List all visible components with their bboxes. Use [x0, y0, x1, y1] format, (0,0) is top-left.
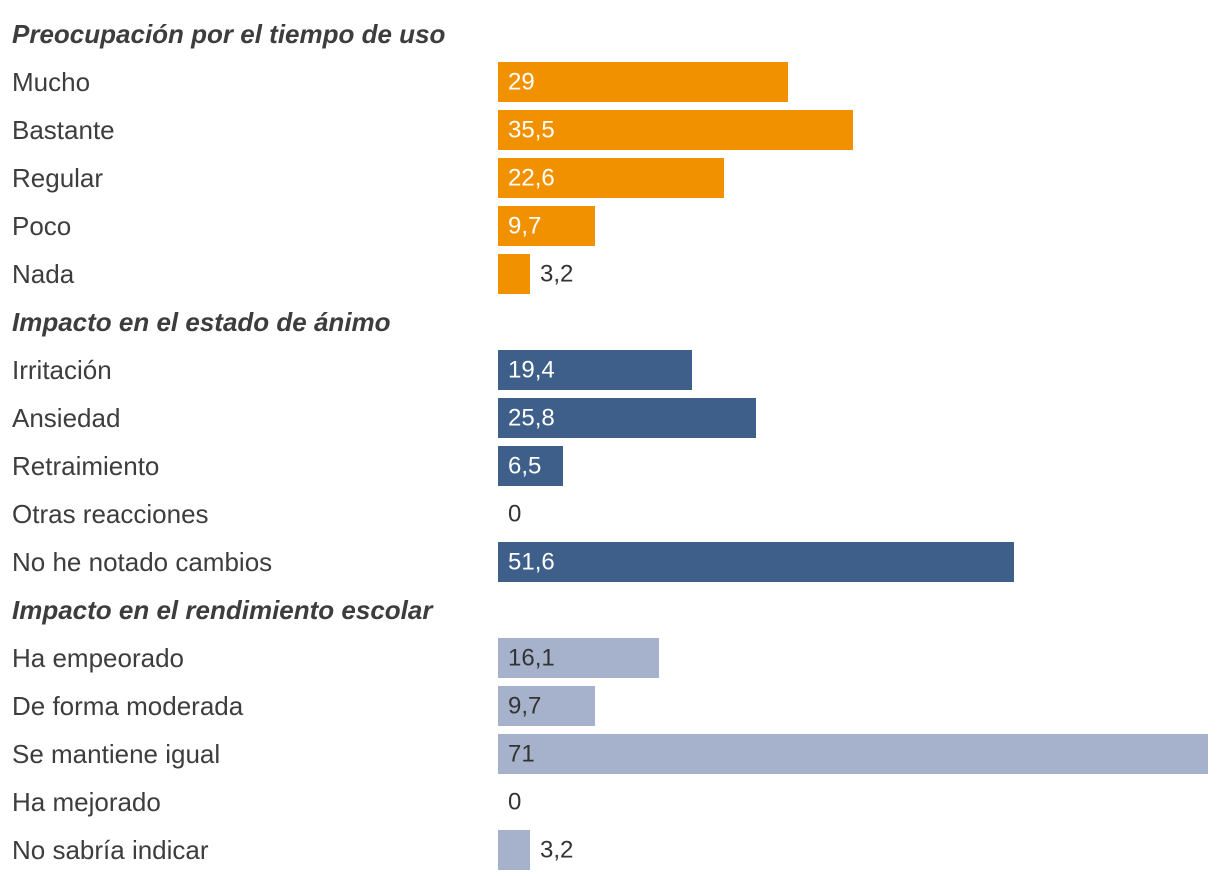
bar-ha-empeorado: [498, 638, 659, 678]
value-label-poco: 9,7: [508, 213, 541, 240]
group-title-impacto-en-el-rendimiento-escolar: Impacto en el rendimiento escolar: [12, 595, 434, 625]
category-label-nada: Nada: [12, 259, 75, 289]
group-title-impacto-en-el-estado-de-animo: Impacto en el estado de ánimo: [12, 307, 391, 337]
value-label-otras-reacciones: 0: [508, 501, 521, 528]
category-label-ha-mejorado: Ha mejorado: [12, 787, 161, 817]
value-label-de-forma-moderada: 9,7: [508, 693, 541, 720]
bar-no-he-notado-cambios: [498, 542, 1014, 582]
value-label-irritacion: 19,4: [508, 357, 555, 384]
category-label-mucho: Mucho: [12, 67, 90, 97]
category-label-regular: Regular: [12, 163, 103, 193]
category-label-no-he-notado-cambios: No he notado cambios: [12, 547, 272, 577]
value-label-retraimiento: 6,5: [508, 453, 541, 480]
value-label-no-sabria-indicar: 3,2: [540, 837, 573, 864]
value-label-regular: 22,6: [508, 165, 555, 192]
category-label-otras-reacciones: Otras reacciones: [12, 499, 209, 529]
category-label-se-mantiene-igual: Se mantiene igual: [12, 739, 220, 769]
category-label-poco: Poco: [12, 211, 71, 241]
bar-mucho: [498, 62, 788, 102]
bar-bastante: [498, 110, 853, 150]
category-label-irritacion: Irritación: [12, 355, 112, 385]
value-label-mucho: 29: [508, 69, 535, 96]
group-title-preocupacion-por-el-tiempo-de-uso: Preocupación por el tiempo de uso: [12, 19, 446, 49]
bar-nada: [498, 254, 530, 294]
bar-irritacion: [498, 350, 692, 390]
value-label-se-mantiene-igual: 71: [508, 741, 535, 768]
value-label-ansiedad: 25,8: [508, 405, 555, 432]
category-label-retraimiento: Retraimiento: [12, 451, 159, 481]
category-label-no-sabria-indicar: No sabría indicar: [12, 835, 209, 865]
value-label-nada: 3,2: [540, 261, 573, 288]
value-label-bastante: 35,5: [508, 117, 555, 144]
value-label-ha-mejorado: 0: [508, 789, 521, 816]
category-label-de-forma-moderada: De forma moderada: [12, 691, 244, 721]
bar-se-mantiene-igual: [498, 734, 1208, 774]
category-label-ansiedad: Ansiedad: [12, 403, 120, 433]
bar-de-forma-moderada: [498, 686, 595, 726]
bar-regular: [498, 158, 724, 198]
value-label-no-he-notado-cambios: 51,6: [508, 549, 555, 576]
category-label-ha-empeorado: Ha empeorado: [12, 643, 184, 673]
bar-no-sabria-indicar: [498, 830, 530, 870]
bar-poco: [498, 206, 595, 246]
bar-ansiedad: [498, 398, 756, 438]
bar-retraimiento: [498, 446, 563, 486]
category-label-bastante: Bastante: [12, 115, 115, 145]
value-label-ha-empeorado: 16,1: [508, 645, 555, 672]
